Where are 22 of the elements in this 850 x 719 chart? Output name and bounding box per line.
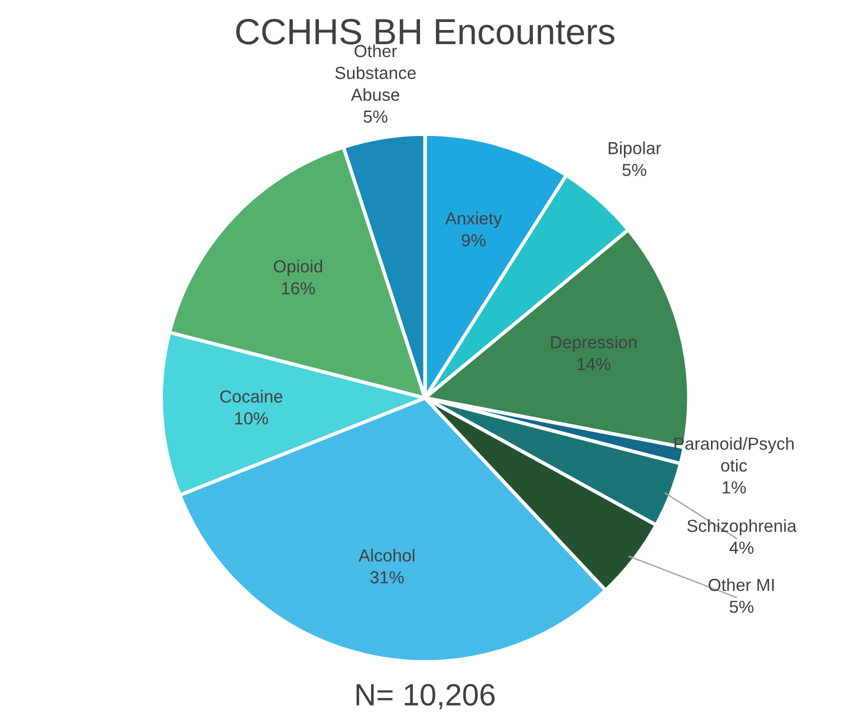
slice-label: Depression	[551, 336, 636, 352]
data-label: 1%	[722, 481, 746, 494]
slice-label: Schizophrenia	[687, 519, 797, 536]
data-label: 9%	[462, 234, 486, 246]
data-label: 16%	[282, 282, 315, 294]
slice-label: Cocaine	[220, 390, 282, 403]
chart-title: CCHHS BH Encounters	[236, 18, 614, 44]
data-label: 5%	[364, 110, 388, 123]
slice-label: Alcohol	[358, 548, 414, 562]
data-label: 5%	[730, 600, 754, 613]
slice-label: Anxiety	[445, 212, 502, 228]
slice-label: Other Substance Abuse	[335, 44, 416, 101]
slice-label: Other MI	[708, 578, 774, 592]
slice-label: Bipolar	[608, 142, 662, 158]
data-label: 10%	[235, 412, 268, 424]
slice-label: Paranoid/Psych otic	[674, 437, 794, 472]
data-label: 31%	[370, 571, 404, 584]
data-label: 4%	[729, 542, 754, 554]
slice-label: Opioid	[274, 260, 322, 276]
text: N= 10,206	[356, 684, 495, 710]
data-label: 14%	[578, 358, 610, 370]
data-label: 5%	[622, 164, 646, 176]
